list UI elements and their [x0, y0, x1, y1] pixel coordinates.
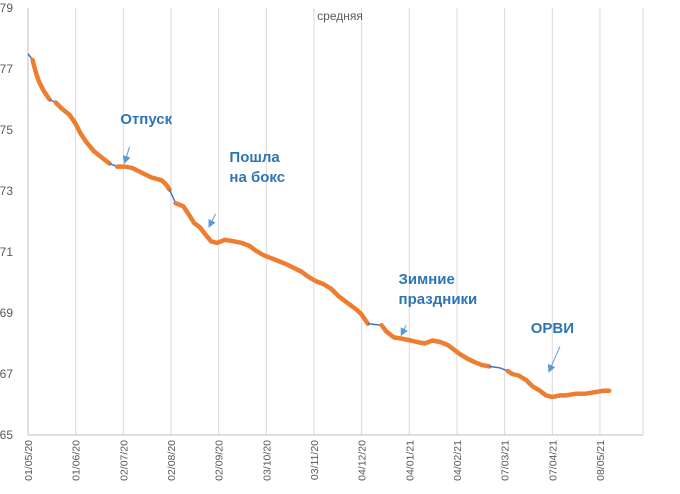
chart-title: средняя	[317, 9, 363, 23]
y-tick-label: 77	[0, 62, 13, 76]
annotation-line: праздники	[399, 291, 478, 308]
x-tick-label: 01/05/20	[23, 440, 35, 481]
y-tick-label: 79	[0, 1, 13, 15]
x-tick-label: 08/05/21	[595, 440, 607, 481]
annotation-arrow-1	[208, 213, 217, 228]
series-line-средняя	[379, 322, 492, 369]
annotation-line: Зимние	[399, 271, 455, 288]
x-tick-label: 04/01/21	[404, 440, 416, 481]
x-tick-label: 07/04/21	[547, 440, 559, 481]
annotation-line: Пошла	[229, 149, 280, 166]
x-tick-label: 07/03/21	[500, 440, 512, 481]
y-tick-label: 69	[0, 306, 13, 320]
annotation-line: ОРВИ	[531, 320, 574, 337]
x-tick-label: 02/07/20	[118, 440, 130, 481]
y-tick-label: 67	[0, 367, 13, 381]
grid-layer	[75, 8, 644, 435]
series-line-средняя	[114, 164, 172, 192]
x-tick-label: 02/09/20	[214, 440, 226, 481]
x-tick-label: 04/02/21	[452, 440, 464, 481]
annotation-label-0: Отпуск	[120, 111, 172, 128]
series-layer	[27, 53, 612, 400]
x-tick-label: 03/11/20	[309, 440, 321, 480]
y-tick-label: 65	[0, 428, 13, 442]
y-tick-label: 71	[0, 245, 13, 259]
x-tick-label: 01/06/20	[71, 440, 83, 481]
x-tick-label: 02/08/20	[166, 440, 178, 481]
series-gap-connector	[489, 365, 501, 369]
series-line-средняя	[30, 57, 52, 102]
annotation-line: Отпуск	[120, 111, 172, 128]
y-tick-label: 73	[0, 184, 13, 198]
annotation-line: на бокс	[229, 169, 285, 186]
series-gap-connector	[367, 322, 382, 326]
annotation-label-1: Пошла на бокс	[229, 149, 285, 186]
series-line-средняя	[173, 200, 371, 326]
annotation-layer: Отпуск Пошла на бокс Зимние праздники ОРВИ	[120, 111, 574, 373]
annotation-arrow-0	[122, 146, 131, 164]
y-tick-label: 75	[0, 123, 13, 137]
x-tick-label: 03/10/20	[261, 440, 273, 481]
annotation-label-3: ОРВИ	[531, 320, 574, 337]
annotation-label-2: Зимние праздники	[399, 271, 478, 308]
series-line-средняя	[505, 368, 612, 400]
annotation-arrow-3	[547, 346, 561, 373]
x-tick-label: 04/12/20	[357, 440, 369, 481]
axis-layer: 65 67 69 71 73 75 77 79 01/05/20 01/06/20 02/07/20…	[0, 1, 643, 481]
series-line-средняя	[53, 100, 112, 166]
annotation-arrow-2	[400, 324, 408, 337]
series-gap-connector	[168, 189, 177, 204]
